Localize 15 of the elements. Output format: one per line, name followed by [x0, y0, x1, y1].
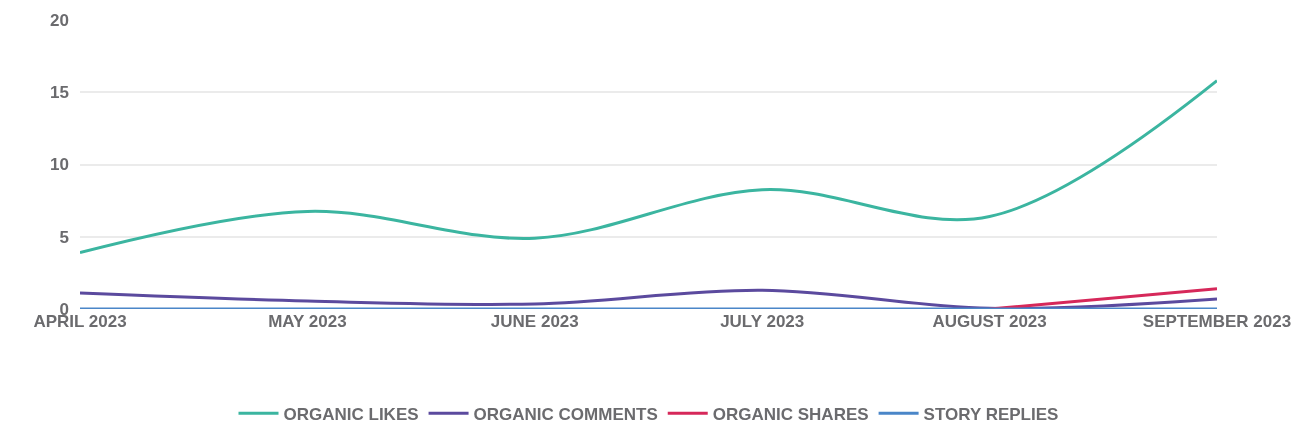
y-tick-label: 10	[50, 155, 69, 175]
legend-label: ORGANIC LIKES	[283, 404, 419, 424]
legend-label: STORY REPLIES	[923, 404, 1059, 424]
legend-label: ORGANIC COMMENTS	[473, 404, 658, 424]
line-series	[80, 288, 1217, 309]
x-tick-label: SEPTEMBER 2023	[1142, 312, 1292, 331]
x-tick-label: MAY 2023	[268, 312, 347, 331]
y-tick-label: 5	[59, 227, 69, 247]
legend-label: ORGANIC SHARES	[712, 404, 869, 424]
y-tick-label: 20	[50, 10, 69, 30]
line-series	[80, 79, 1217, 255]
x-tick-label: JULY 2023	[720, 312, 805, 331]
x-tick-label: JUNE 2023	[490, 312, 579, 331]
y-tick-label: 15	[50, 83, 69, 103]
x-tick-label: AUGUST 2023	[932, 312, 1047, 331]
